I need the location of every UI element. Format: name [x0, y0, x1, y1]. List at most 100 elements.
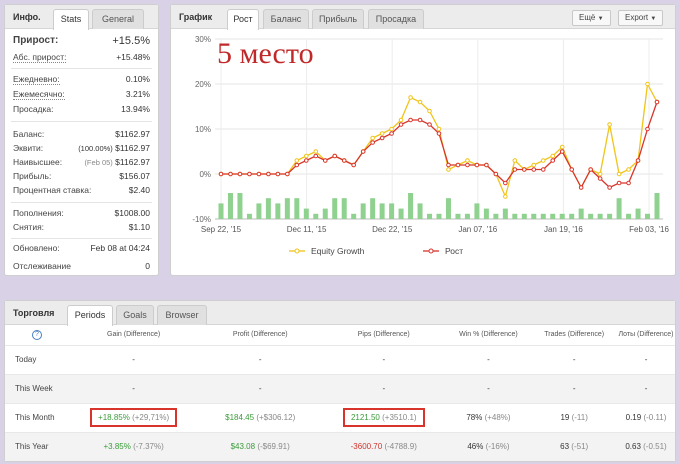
- tab-profit[interactable]: Прибыль: [312, 9, 364, 29]
- equity-amount: $1162.97: [115, 143, 150, 153]
- equity-pct: (100.00%): [78, 144, 113, 153]
- profit-diff: (-$69.91): [257, 442, 290, 452]
- equity-growth-point: [550, 153, 556, 159]
- growth-point: [436, 131, 442, 136]
- volume-bar: [616, 198, 622, 219]
- help-icon-cell: ?: [5, 325, 69, 345]
- volume-bar: [360, 203, 366, 219]
- tracking-value: 0: [145, 261, 150, 271]
- pips-diff: (-4788.9): [384, 442, 417, 452]
- growth-point: [474, 162, 480, 168]
- growth-point: [408, 117, 413, 123]
- help-icon[interactable]: ?: [31, 329, 42, 340]
- equity-growth-point: [607, 122, 612, 127]
- tab-growth[interactable]: Рост: [227, 9, 259, 30]
- growth-point: [332, 153, 338, 159]
- volume-bar: [398, 208, 404, 219]
- growth-point: [360, 149, 366, 154]
- growth-point: [550, 158, 556, 163]
- win-cell: 78% (+48%): [445, 402, 532, 432]
- col-trades: Trades (Difference): [544, 331, 605, 339]
- daily-value: 0.10%: [125, 74, 150, 84]
- win-diff: (-16%): [485, 442, 510, 452]
- equity-growth-line: [221, 81, 658, 199]
- x-tick-label: Dec 11, '15: [287, 225, 327, 234]
- volume-bar: [531, 213, 537, 219]
- x-tick-label: Dec 22, '15: [372, 225, 413, 234]
- gain-value: +3.85%: [103, 442, 131, 452]
- legend-label[interactable]: Рост: [445, 246, 463, 256]
- export-button[interactable]: Export ▼: [618, 10, 664, 26]
- highest-label: Наивысшее:: [13, 157, 63, 167]
- volume-bar: [455, 213, 461, 219]
- equity-growth-point: [370, 135, 375, 141]
- growth-point: [427, 122, 432, 127]
- volume-bar: [521, 213, 527, 219]
- volume-bar: [483, 208, 489, 219]
- tab-browser[interactable]: Browser: [157, 305, 207, 325]
- tab-goals[interactable]: Goals: [116, 305, 154, 325]
- info-panel: Инфо. Stats General Прирост: +15.5% Абс.…: [4, 4, 159, 276]
- growth-chart: 30% 20% 10% 0% -10%Sep 22, '15 Dec 11, '15 Dec…: [192, 35, 669, 256]
- equity-growth-point: [294, 158, 300, 163]
- tab-stats[interactable]: Stats: [53, 9, 89, 30]
- growth-point: [256, 171, 262, 177]
- info-panel-header: Инфо. Stats General: [5, 5, 158, 30]
- volume-bar: [569, 213, 575, 219]
- tab-periods[interactable]: Periods: [67, 305, 113, 326]
- equity-growth-point: [408, 95, 413, 100]
- volume-bar: [645, 213, 651, 219]
- balance-value: $1162.97: [115, 129, 150, 139]
- row-label: This Week: [5, 373, 69, 403]
- growth-point: [228, 171, 233, 177]
- tracking-label: Отслеживание: [13, 261, 72, 271]
- legend-marker: [294, 248, 300, 254]
- legend-label[interactable]: Equity Growth: [311, 246, 365, 256]
- growth-point: [588, 167, 593, 172]
- growth-label: Прирост:: [13, 35, 59, 46]
- equity-growth-point: [313, 149, 319, 154]
- x-tick-label: Sep 22, '15: [201, 225, 242, 234]
- volume-bar: [626, 213, 632, 219]
- equity-growth-point: [531, 162, 537, 168]
- deposits-label: Пополнения:: [13, 208, 64, 218]
- balance-label: Баланс:: [13, 129, 45, 139]
- growth-point: [379, 135, 385, 141]
- equity-growth-point: [512, 158, 518, 163]
- volume-bar: [227, 193, 233, 219]
- growth-point: [465, 162, 470, 168]
- drawdown-value: 13.94%: [121, 104, 150, 114]
- volume-bar: [275, 203, 281, 219]
- profit-value: $156.07: [119, 171, 150, 181]
- volume-bar: [578, 208, 584, 219]
- tab-general[interactable]: General: [92, 9, 144, 29]
- win-value: 46%: [467, 442, 484, 452]
- tab-drawdown[interactable]: Просадка: [368, 9, 424, 29]
- profit-cell: -: [198, 344, 322, 374]
- lots-cell: -: [617, 373, 675, 403]
- pips-cell: -3600.70 (-4788.9): [321, 431, 446, 461]
- growth-point: [645, 126, 650, 132]
- trading-panel-header: Торговля Periods Goals Browser: [5, 301, 675, 326]
- growth-value: +15.5%: [112, 35, 150, 47]
- tab-balance[interactable]: Баланс: [263, 9, 309, 29]
- volume-bar: [341, 198, 347, 219]
- growth-point: [559, 149, 565, 154]
- volume-bar: [294, 198, 300, 219]
- table-row: This Month +18.85% (+29,71%) $184.45 (+$…: [5, 402, 675, 432]
- trades-value: 63: [560, 442, 570, 452]
- lots-value: 0.63: [625, 442, 641, 452]
- withdrawals-label: Снятия:: [13, 222, 45, 232]
- volume-bar: [540, 213, 546, 219]
- growth-point: [569, 167, 574, 172]
- volume-bar: [512, 213, 518, 219]
- pips-cell: 2121.50 (+3510.1): [321, 402, 446, 432]
- growth-point: [218, 171, 224, 177]
- row-label: This Year: [5, 431, 69, 461]
- more-button[interactable]: Ещё ▼: [572, 10, 611, 26]
- monthly-value: 3.21%: [125, 89, 150, 99]
- highlight-box: 2121.50 (+3510.1): [342, 408, 425, 427]
- pips-cell: -: [321, 344, 446, 374]
- equity-growth-point: [645, 81, 650, 87]
- lots-cell: 0.19 (-0.11): [617, 402, 675, 432]
